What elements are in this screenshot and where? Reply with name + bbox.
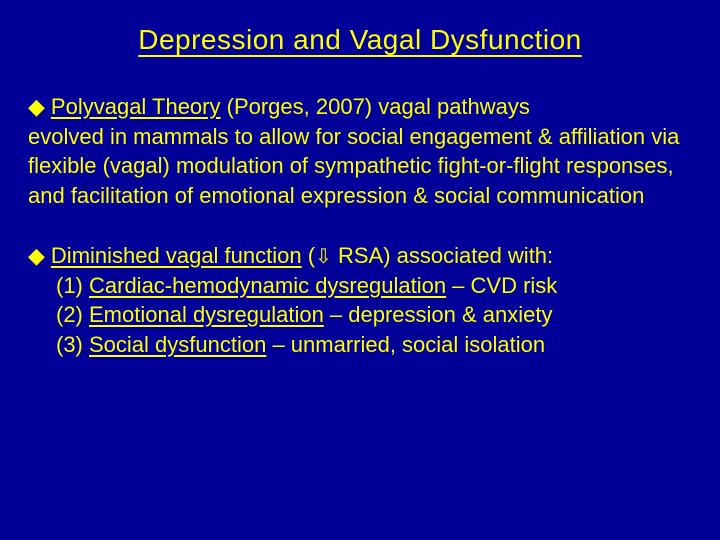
item-num: (1) xyxy=(56,273,89,298)
para1-line1: ◆Polyvagal Theory (Porges, 2007) vagal p… xyxy=(28,92,692,122)
item-tail: – unmarried, social isolation xyxy=(266,332,545,357)
item-tail: – CVD risk xyxy=(446,273,557,298)
polyvagal-theory-label: Polyvagal Theory xyxy=(51,94,221,119)
item-tail: – depression & anxiety xyxy=(324,302,553,327)
para1-rest-body: evolved in mammals to allow for social e… xyxy=(28,124,679,208)
item-num: (2) xyxy=(56,302,89,327)
para2-lead: ◆Diminished vagal function (⇩ RSA) assoc… xyxy=(28,241,692,271)
paragraph-diminished: ◆Diminished vagal function (⇩ RSA) assoc… xyxy=(28,241,692,360)
item-underlined: Social dysfunction xyxy=(89,332,266,357)
para2-lead-pre: ( xyxy=(302,243,315,268)
item-num: (3) xyxy=(56,332,89,357)
paragraph-polyvagal: ◆Polyvagal Theory (Porges, 2007) vagal p… xyxy=(28,92,692,211)
slide-container: Depression and Vagal Dysfunction ◆Polyva… xyxy=(0,0,720,540)
diamond-bullet-icon: ◆ xyxy=(28,241,45,271)
item-underlined: Cardiac-hemodynamic dysregulation xyxy=(89,273,446,298)
list-item: (1) Cardiac-hemodynamic dysregulation – … xyxy=(56,271,692,301)
item-underlined: Emotional dysregulation xyxy=(89,302,324,327)
para1-rest-line1: (Porges, 2007) vagal pathways xyxy=(221,94,530,119)
list-item: (3) Social dysfunction – unmarried, soci… xyxy=(56,330,692,360)
sublist: (1) Cardiac-hemodynamic dysregulation – … xyxy=(28,271,692,360)
diamond-bullet-icon: ◆ xyxy=(28,92,45,122)
slide-body: ◆Polyvagal Theory (Porges, 2007) vagal p… xyxy=(28,92,692,360)
para2-lead-post: RSA) associated with: xyxy=(332,243,553,268)
list-item: (2) Emotional dysregulation – depression… xyxy=(56,300,692,330)
diminished-vagal-label: Diminished vagal function xyxy=(51,243,302,268)
slide-title: Depression and Vagal Dysfunction xyxy=(28,24,692,56)
down-arrow-icon: ⇩ xyxy=(315,244,332,271)
